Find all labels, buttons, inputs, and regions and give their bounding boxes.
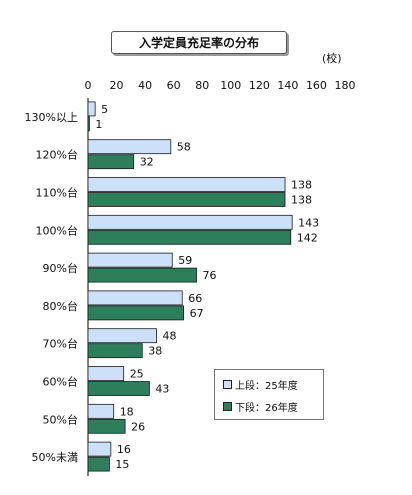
data-label: 18 — [120, 405, 134, 418]
chart-title: 入学定員充足率の分布 — [111, 31, 287, 54]
x-tick-label: 40 — [138, 79, 152, 92]
x-tick-label: 0 — [85, 79, 92, 92]
bar-2025 — [87, 366, 125, 381]
bar-2025 — [87, 252, 173, 268]
data-label: 15 — [115, 458, 129, 471]
category-label: 60%台 — [43, 375, 78, 389]
data-label: 48 — [163, 330, 177, 343]
bar-2025 — [87, 139, 172, 155]
x-tick-label: 80 — [195, 79, 209, 92]
bar-2026 — [87, 229, 292, 245]
legend-label-2026: 下段：26年度 — [235, 402, 298, 414]
data-label: 43 — [155, 383, 169, 396]
data-label: 38 — [148, 345, 162, 358]
category-label: 130%以上 — [25, 111, 78, 124]
category-label: 110%台 — [36, 186, 78, 200]
category-label: 50%未満 — [32, 451, 78, 464]
data-label: 67 — [190, 307, 204, 320]
legend-swatch-2026 — [223, 401, 232, 411]
bar-2025 — [87, 328, 157, 344]
data-label: 66 — [188, 292, 202, 305]
data-label: 142 — [297, 231, 318, 244]
bar-2025 — [87, 441, 112, 457]
data-label: 143 — [298, 216, 319, 229]
category-label: 100%台 — [36, 223, 78, 237]
bar-2025 — [87, 290, 183, 306]
x-tick-label: 160 — [306, 79, 327, 92]
data-label: 26 — [131, 420, 145, 433]
x-tick-label: 100 — [220, 79, 241, 92]
bar-2026 — [87, 154, 135, 170]
category-label: 80%台 — [43, 299, 78, 313]
x-tick-label: 60 — [167, 79, 181, 92]
bar-2025 — [87, 403, 115, 419]
bar-2026 — [87, 267, 197, 283]
bar-2026 — [87, 305, 185, 321]
chart-legend: 上段：25年度 下段：26年度 — [214, 369, 324, 420]
data-label: 1 — [95, 118, 102, 131]
x-tick-label: 140 — [277, 79, 298, 92]
legend-swatch-2025 — [223, 379, 232, 389]
bar-2025 — [87, 101, 96, 117]
bar-2026 — [87, 418, 126, 434]
x-tick-label: 20 — [110, 79, 124, 92]
legend-item-2025: 上段：25年度 — [223, 378, 298, 392]
data-label: 58 — [177, 141, 191, 154]
category-label: 70%台 — [43, 337, 78, 351]
data-label: 76 — [203, 269, 217, 282]
data-label: 138 — [291, 194, 312, 207]
bar-2026 — [87, 343, 143, 359]
legend-label-2025: 上段：25年度 — [235, 380, 298, 392]
category-label: 50%台 — [43, 412, 78, 426]
bar-2026 — [87, 192, 286, 207]
bar-2026 — [87, 116, 90, 132]
bar-2026 — [87, 381, 150, 396]
data-label: 16 — [117, 443, 131, 456]
bar-2025 — [87, 177, 286, 192]
data-label: 5 — [101, 103, 108, 116]
legend-item-2026: 下段：26年度 — [223, 400, 298, 414]
x-tick-label: 180 — [335, 79, 356, 92]
bar-2025 — [87, 214, 293, 230]
bar-2026 — [87, 456, 110, 472]
category-label: 120%台 — [36, 148, 78, 162]
x-tick-label: 120 — [249, 79, 270, 92]
data-label: 32 — [140, 156, 154, 169]
data-label: 59 — [178, 254, 192, 267]
data-label: 138 — [291, 179, 312, 192]
unit-label: (校) — [322, 52, 342, 65]
data-label: 25 — [130, 368, 144, 381]
category-label: 90%台 — [43, 261, 78, 275]
